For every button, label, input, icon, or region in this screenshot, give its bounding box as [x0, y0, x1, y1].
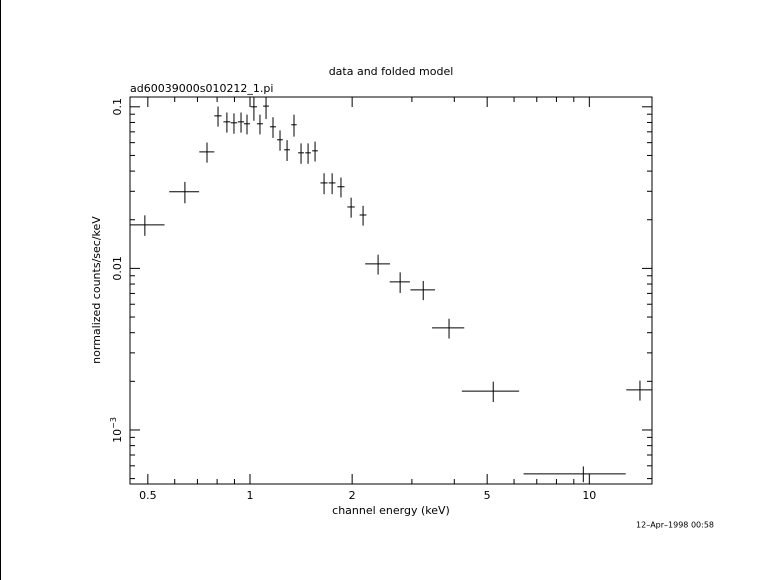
y-tick-label-exponent: −3 — [109, 417, 118, 429]
chart-subtitle: ad60039000s010212_1.pi — [130, 82, 273, 95]
x-tick-label: 0.5 — [139, 489, 157, 502]
x-tick-label: 5 — [484, 489, 491, 502]
chart-title: data and folded model — [329, 65, 454, 78]
x-tick-label: 1 — [246, 489, 253, 502]
x-axis-label: channel energy (keV) — [332, 504, 450, 517]
x-tick-label: 2 — [349, 489, 356, 502]
x-tick-label: 10 — [582, 489, 596, 502]
y-tick-label: 0.1 — [111, 98, 124, 116]
y-tick-label: 10−3 — [109, 417, 125, 443]
y-tick-label: 0.01 — [111, 256, 124, 281]
timestamp: 12–Apr–1998 00:58 — [636, 521, 714, 530]
plot-frame — [129, 96, 653, 485]
y-axis-label: normalized counts/sec/keV — [90, 216, 103, 364]
y-tick-label-base: 10 — [111, 429, 124, 443]
